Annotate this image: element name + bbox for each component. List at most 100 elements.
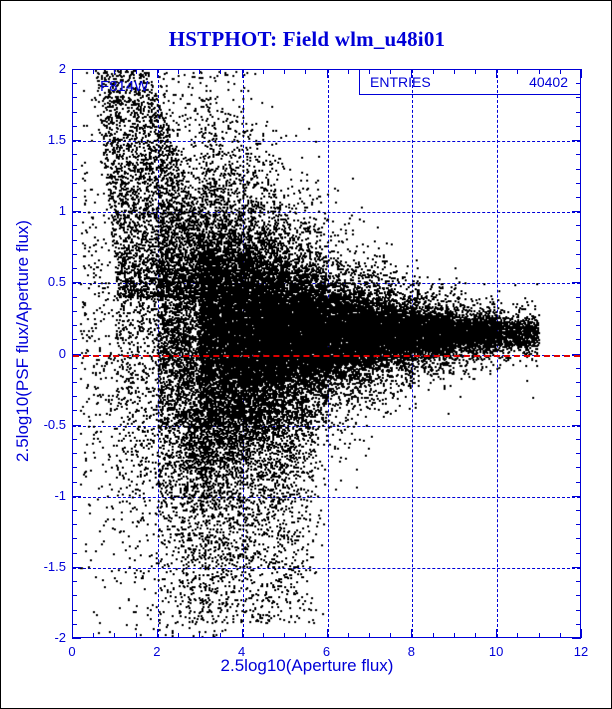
x-tick — [326, 629, 328, 638]
y-tick — [576, 581, 581, 583]
y-tick — [72, 296, 77, 298]
y-tick — [576, 367, 581, 369]
y-tick — [572, 638, 581, 639]
y-tick — [576, 467, 581, 469]
zero-reference-line — [73, 354, 580, 357]
y-tick — [72, 481, 77, 483]
filter-label: F814W — [100, 78, 149, 95]
x-tick — [135, 633, 137, 638]
y-tick — [572, 424, 581, 426]
x-tick — [178, 69, 180, 74]
x-tick — [347, 633, 349, 638]
plot-area: F814W — [72, 69, 581, 638]
y-tick — [72, 566, 81, 568]
y-tick — [72, 581, 77, 583]
y-tick — [576, 83, 581, 85]
y-tick — [72, 310, 77, 312]
y-tick — [72, 325, 77, 327]
y-tick — [72, 495, 81, 497]
y-tick — [72, 381, 77, 383]
x-tick — [559, 69, 561, 74]
y-tick — [576, 481, 581, 483]
y-tick — [576, 538, 581, 540]
x-tick — [114, 69, 116, 74]
y-tick — [572, 566, 581, 568]
entries-label: ENTRIES — [370, 74, 431, 90]
y-tick — [576, 595, 581, 597]
x-tick — [581, 629, 582, 638]
y-tick — [72, 339, 77, 341]
y-tick — [576, 310, 581, 312]
y-tick — [576, 253, 581, 255]
x-tick — [538, 633, 540, 638]
y-tick — [576, 125, 581, 127]
x-tick — [178, 633, 180, 638]
y-tick — [576, 111, 581, 113]
x-tick — [368, 69, 370, 74]
x-tick — [538, 69, 540, 74]
x-tick — [432, 633, 434, 638]
x-tick — [135, 69, 137, 74]
x-tick — [284, 69, 286, 74]
y-tick — [72, 467, 77, 469]
x-tick-label: 6 — [322, 644, 331, 659]
y-tick — [576, 453, 581, 455]
y-tick — [576, 182, 581, 184]
x-tick — [411, 629, 413, 638]
x-tick — [453, 633, 455, 638]
y-tick — [576, 396, 581, 398]
y-tick — [72, 168, 77, 170]
x-tick-label: 4 — [238, 644, 246, 659]
y-tick — [72, 83, 77, 85]
y-tick — [72, 538, 77, 540]
y-tick — [576, 623, 581, 625]
y-tick — [72, 140, 81, 142]
y-tick — [72, 453, 77, 455]
entries-legend-box: ENTRIES 40402 — [359, 69, 581, 95]
x-tick — [347, 69, 349, 74]
y-tick — [72, 97, 77, 99]
y-tick-label: -1 — [54, 487, 66, 503]
y-tick-label: -1.5 — [43, 558, 66, 574]
x-tick — [262, 69, 264, 74]
y-tick — [572, 353, 581, 355]
y-tick — [72, 438, 77, 440]
x-tick — [326, 69, 328, 78]
y-tick — [572, 211, 581, 213]
y-axis-title: 2.5log10(PSF flux/Aperture flux) — [13, 220, 32, 462]
x-tick — [241, 629, 243, 638]
x-tick — [114, 633, 116, 638]
y-tick — [576, 339, 581, 341]
y-tick — [72, 125, 77, 127]
y-tick — [72, 111, 77, 113]
y-tick — [72, 211, 81, 213]
x-tick — [284, 633, 286, 638]
x-tick — [517, 633, 519, 638]
y-tick — [576, 168, 581, 170]
y-tick-label: 0.5 — [47, 274, 66, 290]
x-tick — [581, 69, 582, 78]
y-tick — [576, 325, 581, 327]
y-tick — [72, 410, 77, 412]
x-tick — [262, 633, 264, 638]
y-tick — [572, 140, 581, 142]
y-tick — [72, 69, 81, 70]
y-tick — [576, 552, 581, 554]
y-tick-label: 1 — [58, 203, 66, 219]
x-tick — [474, 69, 476, 74]
y-tick — [72, 197, 77, 199]
x-tick — [496, 629, 498, 638]
y-tick — [72, 239, 77, 241]
x-tick — [453, 69, 455, 74]
x-tick — [220, 633, 222, 638]
x-tick-label: 10 — [488, 644, 504, 659]
x-tick — [305, 633, 307, 638]
y-tick — [72, 524, 77, 526]
y-tick-label: 2 — [58, 61, 66, 76]
x-tick-label: 8 — [407, 644, 415, 659]
y-tick — [576, 438, 581, 440]
y-tick-label: 0 — [58, 345, 66, 361]
y-tick — [72, 509, 77, 511]
y-tick — [576, 225, 581, 227]
